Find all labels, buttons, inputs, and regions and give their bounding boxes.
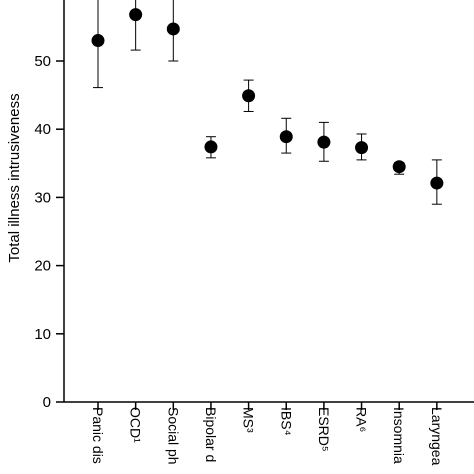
y-tick-label: 40 xyxy=(34,121,51,138)
y-tick-label: 30 xyxy=(34,189,51,206)
data-point xyxy=(166,22,180,36)
y-axis-title: Total illness intrusiveness xyxy=(6,93,23,262)
y-tick-label: 50 xyxy=(34,53,51,70)
x-tick-label: Social ph xyxy=(165,407,181,465)
x-tick-label: MS³ xyxy=(241,407,257,433)
data-point xyxy=(91,34,105,48)
data-point xyxy=(430,176,444,190)
y-tick-label: 10 xyxy=(34,326,51,343)
data-point xyxy=(204,140,218,154)
data-point xyxy=(392,160,406,174)
x-tick-label: IBS⁴ xyxy=(278,407,294,436)
data-points xyxy=(91,8,444,190)
x-tick-label: OCD¹ xyxy=(128,407,144,443)
y-tick-label: 20 xyxy=(34,258,51,275)
x-tick-label: ESRD⁵ xyxy=(316,407,332,452)
data-point xyxy=(355,141,369,155)
y-tick-label: 0 xyxy=(43,394,51,411)
x-tick-label: Panic dis xyxy=(90,407,106,464)
category-labels: Panic dis OCD¹ Social ph Bipolar d MS³ IBS⁴ ES… xyxy=(90,407,445,466)
axes: 0 10 20 30 40 50 xyxy=(34,0,474,411)
data-point xyxy=(317,135,331,149)
x-tick-label: RA⁶ xyxy=(354,407,370,432)
data-point xyxy=(242,89,256,103)
data-point xyxy=(129,8,143,22)
x-tick-label: Laryngea xyxy=(429,407,445,466)
x-tick-label: Insomnia xyxy=(391,407,407,464)
data-point xyxy=(279,130,293,144)
x-tick-label: Bipolar d xyxy=(203,407,219,462)
error-bars xyxy=(93,0,442,205)
